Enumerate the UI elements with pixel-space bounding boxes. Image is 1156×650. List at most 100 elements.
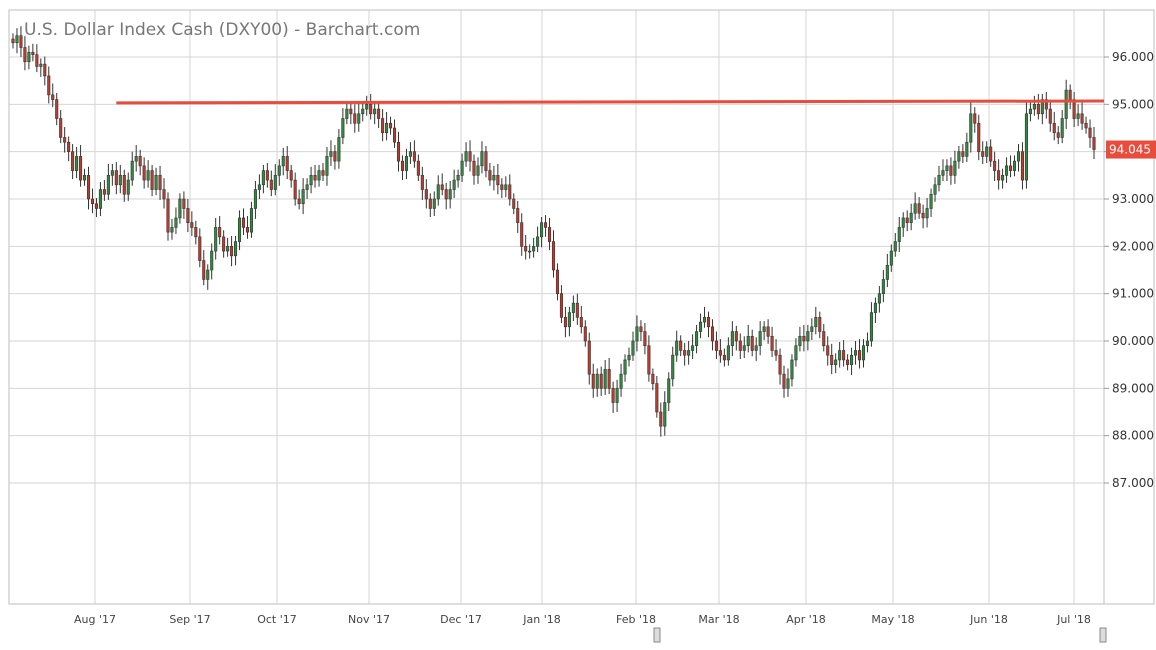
candle-body: [969, 113, 973, 143]
candle: [404, 148, 408, 180]
candle-body: [687, 350, 691, 356]
candle-body: [1060, 118, 1064, 138]
candle-body: [241, 217, 246, 228]
candle-body: [373, 108, 377, 115]
candle: [563, 306, 567, 338]
candle-body: [305, 184, 309, 190]
candle: [138, 149, 142, 176]
candle-body: [957, 151, 961, 162]
candle: [802, 324, 806, 352]
candle-body: [925, 208, 929, 219]
candle: [524, 234, 528, 260]
candle: [921, 204, 925, 229]
candle: [345, 103, 349, 125]
candle: [214, 217, 218, 260]
candle-body: [206, 269, 210, 280]
candle-body: [671, 354, 675, 380]
candle-body: [273, 175, 277, 190]
candle-body: [349, 108, 353, 115]
candle-body: [265, 170, 269, 181]
candle: [742, 336, 746, 359]
candle: [102, 180, 106, 201]
y-tick-label: 87.000: [1112, 476, 1154, 490]
candle-body: [718, 350, 722, 356]
range-handle-right[interactable]: [1099, 627, 1107, 643]
candle-body: [51, 94, 55, 100]
candle: [408, 142, 412, 164]
candle-body: [1032, 104, 1036, 110]
candle: [134, 145, 138, 172]
candle: [1048, 99, 1052, 132]
candle: [75, 146, 79, 179]
candle: [794, 338, 798, 367]
candle-body: [130, 160, 134, 181]
candle-body: [1016, 151, 1021, 162]
candle: [750, 329, 754, 357]
candle-body: [631, 340, 635, 356]
candle: [488, 163, 492, 186]
candle-body: [742, 345, 746, 351]
candle: [591, 363, 595, 398]
candle-body: [142, 165, 146, 181]
candle-body: [150, 170, 154, 190]
candle-body: [536, 236, 540, 247]
candle-body: [997, 170, 1001, 181]
candle-body: [238, 217, 242, 242]
candle: [309, 166, 313, 194]
candle-body: [496, 175, 500, 186]
candle: [341, 108, 345, 145]
candle-body: [428, 198, 432, 209]
candle: [917, 197, 921, 219]
candle: [969, 102, 973, 153]
candle: [234, 235, 238, 266]
candle: [106, 163, 110, 200]
y-tick-label: 96.000: [1112, 50, 1154, 64]
candle-body: [547, 227, 552, 242]
candle-body: [432, 198, 436, 209]
candle: [850, 347, 854, 376]
candle-body: [786, 378, 790, 389]
candle: [202, 250, 206, 286]
candle: [1009, 155, 1013, 178]
candle: [1052, 111, 1056, 141]
candle-body: [933, 184, 937, 195]
candle: [472, 154, 476, 185]
candle-body: [381, 118, 385, 134]
candle: [830, 343, 834, 375]
candle: [337, 128, 341, 169]
candle-body: [492, 175, 496, 181]
candle: [1036, 93, 1040, 120]
candle-body: [1040, 99, 1044, 115]
candle-body: [512, 198, 516, 209]
candle: [873, 297, 877, 324]
candle-body: [118, 175, 122, 186]
candle-body: [500, 184, 504, 190]
range-handle-left[interactable]: [653, 627, 661, 643]
candle-body: [516, 208, 520, 223]
candle: [412, 140, 416, 168]
candle: [158, 165, 162, 200]
candle-body: [639, 326, 643, 332]
candle: [162, 178, 166, 209]
candle-body: [392, 127, 397, 143]
candle: [186, 199, 190, 233]
candle-body: [138, 156, 142, 167]
candle-body: [416, 160, 420, 176]
candle-body: [873, 302, 877, 313]
candle: [806, 324, 810, 351]
candle-body: [396, 141, 401, 162]
candle-body: [488, 170, 492, 181]
candle-body: [357, 113, 361, 124]
candle-body: [810, 326, 814, 332]
candle: [854, 341, 858, 365]
candle-body: [412, 151, 416, 162]
candle: [1080, 102, 1084, 130]
candle: [953, 150, 957, 184]
candle-body: [63, 137, 67, 143]
last-price-label: 94.045: [1109, 143, 1151, 157]
candle: [710, 319, 715, 351]
candle: [500, 178, 504, 199]
chart-frame: [8, 9, 1155, 605]
candle-body: [102, 189, 106, 195]
candle: [59, 110, 63, 144]
